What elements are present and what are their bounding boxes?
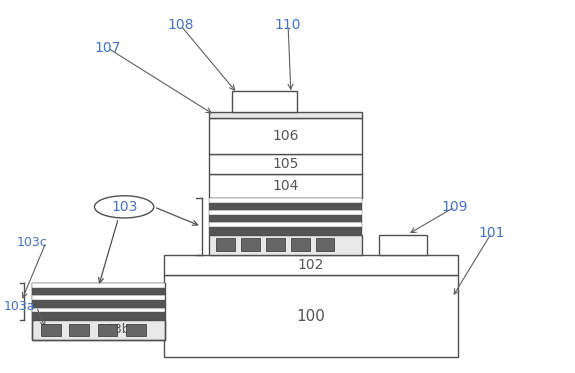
Bar xyxy=(209,215,362,222)
Text: 103: 103 xyxy=(111,200,137,214)
Text: 102: 102 xyxy=(297,258,324,272)
Text: 103c: 103c xyxy=(17,235,47,248)
Bar xyxy=(216,238,235,251)
Bar xyxy=(32,312,165,320)
Bar xyxy=(209,210,362,215)
Bar xyxy=(291,238,309,251)
Bar xyxy=(209,174,362,198)
Bar xyxy=(70,324,89,336)
Text: 108: 108 xyxy=(167,18,194,32)
Bar xyxy=(32,283,165,340)
Text: 104: 104 xyxy=(272,179,298,193)
Bar xyxy=(266,238,285,251)
Bar xyxy=(241,238,260,251)
Bar xyxy=(209,222,362,227)
Bar xyxy=(164,275,458,357)
Bar xyxy=(32,320,165,340)
Bar xyxy=(32,295,165,300)
Text: 103b: 103b xyxy=(98,323,130,336)
Bar xyxy=(126,324,145,336)
Bar xyxy=(209,198,362,203)
Bar xyxy=(41,324,61,336)
Text: 101: 101 xyxy=(478,226,505,240)
Bar xyxy=(32,308,165,312)
Bar xyxy=(209,227,362,235)
Bar xyxy=(209,154,362,174)
Bar xyxy=(209,203,362,210)
Text: 105: 105 xyxy=(272,157,298,171)
Text: 109: 109 xyxy=(442,200,468,214)
Bar xyxy=(98,324,117,336)
Bar xyxy=(209,118,362,154)
Bar xyxy=(209,235,362,255)
Text: 100: 100 xyxy=(296,308,325,324)
Bar xyxy=(209,112,362,118)
Text: 106: 106 xyxy=(272,129,298,143)
Ellipse shape xyxy=(94,196,154,218)
Text: 110: 110 xyxy=(275,18,301,32)
Text: 103a: 103a xyxy=(4,300,35,313)
Bar xyxy=(32,300,165,308)
Bar xyxy=(32,283,165,288)
Bar xyxy=(164,255,458,275)
Bar xyxy=(232,91,297,112)
Bar xyxy=(378,235,427,255)
Bar xyxy=(32,288,165,295)
Text: 107: 107 xyxy=(94,41,120,55)
Bar xyxy=(316,238,335,251)
